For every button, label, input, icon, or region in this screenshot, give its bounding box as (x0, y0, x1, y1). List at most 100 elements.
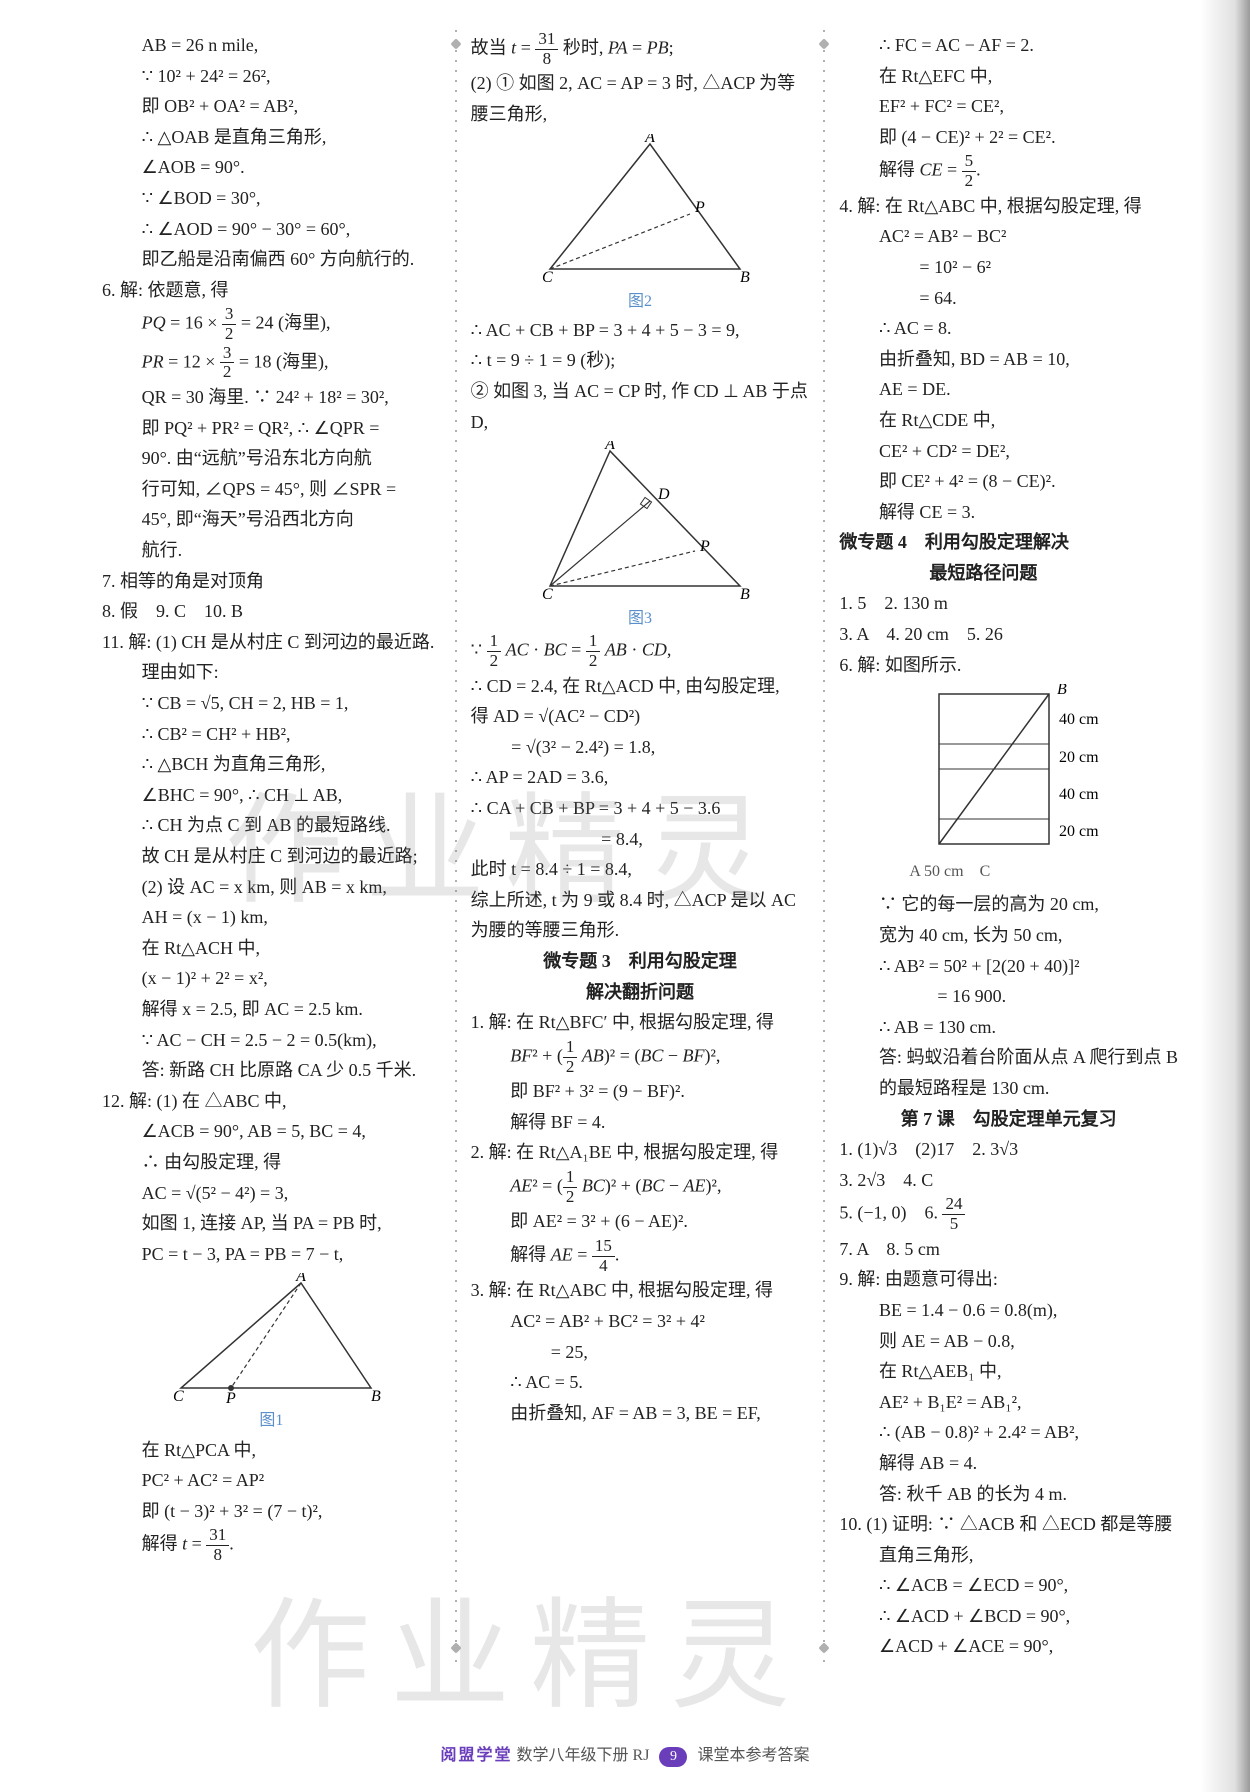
svg-text:20 cm: 20 cm (1059, 749, 1099, 766)
c1-p6-head: 6. 解: 依题意, 得 (102, 275, 441, 306)
k7-a2: 5. (−1, 0) 6. 245 (839, 1195, 1178, 1233)
c1-p12-head: 12. 解: (1) 在 △ABC 中, (102, 1086, 441, 1117)
wz3-p1-1: 即 BF² + 3² = (9 − BF)². (471, 1076, 810, 1107)
wz4-p6-1: 宽为 40 cm, 长为 50 cm, (839, 920, 1178, 951)
k7-title: 第 7 课 勾股定理单元复习 (839, 1104, 1178, 1135)
c1-p11-11: ∵ AC − CH = 2.5 − 2 = 0.5(km), (102, 1025, 441, 1056)
k7-p9-head: 9. 解: 由题意可得出: (839, 1264, 1178, 1295)
svg-text:C: C (173, 1388, 184, 1403)
c3-t4: 解得 CE = 52. (839, 152, 1178, 190)
c2-p2-3-8: 综上所述, t 为 9 或 8.4 时, △ACP 是以 AC 为腰的等腰三角形… (471, 885, 810, 946)
c1-p12b-1: PC² + AC² = AP² (102, 1465, 441, 1496)
c1-p12-4: PC = t − 3, PA = PB = 7 − t, (102, 1239, 441, 1270)
c1-p12-1: ∴ 由勾股定理, 得 (102, 1147, 441, 1178)
c1-p12b-0: 在 Rt△PCA 中, (102, 1435, 441, 1466)
wz3-p1-2: 解得 BF = 4. (471, 1107, 810, 1138)
c3-p4-0: AC² = AB² − BC² (839, 221, 1178, 252)
wz4-ans: 1. 5 2. 130 m (839, 588, 1178, 619)
svg-text:B: B (371, 1388, 381, 1403)
c1-p6-3: 即 PQ² + PR² = QR², ∴ ∠QPR = (102, 413, 441, 444)
c3-p4-2: = 64. (839, 283, 1178, 314)
c1-p7: 7. 相等的角是对顶角 (102, 566, 441, 597)
c1-p6-2: QR = 30 海里. ∵ 24² + 18² = 30², (102, 382, 441, 413)
c1-l0: AB = 26 n mile, (102, 30, 441, 61)
column-2: 故当 t = 318 秒时, PA = PB; (2) ① 如图 2, AC =… (459, 30, 822, 1662)
wz3-p3-0: AC² = AB² + BC² = 3² + 4² (471, 1306, 810, 1337)
c1-p11-0: ∵ CB = √5, CH = 2, HB = 1, (102, 688, 441, 719)
c1-p11-10: 解得 x = 2.5, 即 AC = 2.5 km. (102, 994, 441, 1025)
wz3-p1-0: BF² + (12 AB)² = (BC − BF)², (471, 1038, 810, 1076)
c1-p6-0: PQ = 16 × 32 = 24 (海里), (102, 305, 441, 343)
c1-p6-6: 45°, 即“海天”号沿西北方向 (102, 504, 441, 535)
c1-p6-7: 航行. (102, 535, 441, 566)
footer-brand: 阅盟学堂 (441, 1747, 513, 1764)
c1-p11-head: 11. 解: (1) CH 是从村庄 C 到河边的最近路. 理由如下: (102, 627, 441, 688)
svg-text:P: P (699, 538, 710, 555)
c2-p2-2-2: ② 如图 3, 当 AC = CP 时, 作 CD ⊥ AB 于点 D, (471, 376, 810, 437)
column-1: AB = 26 n mile, ∵ 10² + 24² = 26², 即 OB²… (90, 30, 453, 1662)
c1-p12-2: AC = √(5² − 4²) = 3, (102, 1178, 441, 1209)
k7-p9-3: AE² + B₁E² = AB₁², (839, 1387, 1178, 1418)
c2-p2-3-0: ∵ 12 AC · BC = 12 AB · CD, (471, 632, 810, 670)
c3-t2: EF² + FC² = CE², (839, 91, 1178, 122)
wz3-p1-head: 1. 解: 在 Rt△BFC′ 中, 根据勾股定理, 得 (471, 1007, 810, 1038)
fig1-label: 图1 (102, 1407, 441, 1434)
c1-l6: ∴ ∠AOD = 90° − 30° = 60°, (102, 214, 441, 245)
c1-p6-5: 行可知, ∠QPS = 45°, 则 ∠SPR = (102, 474, 441, 505)
svg-text:B: B (740, 586, 750, 601)
c3-p4-3: ∴ AC = 8. (839, 313, 1178, 344)
k7-p10-head: 10. (1) 证明: ∵ △ACB 和 △ECD 都是等腰直角三角形, (839, 1509, 1178, 1570)
page-footer: 阅盟学堂 数学八年级下册 RJ 9 课堂本参考答案 (0, 1741, 1250, 1767)
svg-text:C: C (542, 586, 553, 601)
fig2-label: 图2 (471, 288, 810, 315)
wz4-p6-3: = 16 900. (839, 981, 1178, 1012)
c2-p2-3-6: = 8.4, (471, 824, 810, 855)
wz3-p3-3: 由折叠知, AF = AB = 3, BE = EF, (471, 1398, 810, 1429)
svg-text:20 cm: 20 cm (1059, 823, 1099, 840)
c3-p4-9: 解得 CE = 3. (839, 497, 1178, 528)
k7-a1: 3. 2√3 4. C (839, 1165, 1178, 1196)
c3-p4-8: 即 CE² + 4² = (8 − CE)². (839, 466, 1178, 497)
c2-p2-3-5: ∴ CA + CB + BP = 3 + 4 + 5 − 3.6 (471, 793, 810, 824)
c3-p4-6: 在 Rt△CDE 中, (839, 405, 1178, 436)
svg-text:P: P (694, 199, 705, 216)
wz3-p2-0: AE² = (12 BC)² + (BC − AE)², (471, 1168, 810, 1206)
svg-text:A: A (604, 441, 615, 453)
footer-right: 课堂本参考答案 (697, 1747, 809, 1764)
wz4-title-2: 最短路径问题 (839, 558, 1178, 589)
wz4-p6-0: ∵ 它的每一层的高为 20 cm, (839, 889, 1178, 920)
wz3-p3-2: ∴ AC = 5. (471, 1367, 810, 1398)
k7-a0: 1. (1)√3 (2)17 2. 3√3 (839, 1134, 1178, 1165)
c3-p4-4: 由折叠知, BD = AB = 10, (839, 344, 1178, 375)
k7-p9-6: 答: 秋千 AB 的长为 4 m. (839, 1479, 1178, 1510)
k7-p10-0: ∴ ∠ACB = ∠ECD = 90°, (839, 1570, 1178, 1601)
c3-t1: 在 Rt△EFC 中, (839, 61, 1178, 92)
c1-l4: ∠AOB = 90°. (102, 152, 441, 183)
c1-l7: 即乙船是沿南偏西 60° 方向航行的. (102, 244, 441, 275)
c1-p12-0: ∠ACB = 90°, AB = 5, BC = 4, (102, 1116, 441, 1147)
wz3-p3-1: = 25, (471, 1337, 810, 1368)
c2-p2-3-4: ∴ AP = 2AD = 3.6, (471, 762, 810, 793)
c1-p11-1: ∴ CB² = CH² + HB², (102, 719, 441, 750)
c1-p11-9: (x − 1)² + 2² = x², (102, 963, 441, 994)
svg-text:A: A (644, 134, 655, 146)
wz3-p2-2: 解得 AE = 154. (471, 1237, 810, 1275)
k7-p9-5: 解得 AB = 4. (839, 1448, 1178, 1479)
figure-3: A C D P B (530, 441, 750, 601)
svg-text:D: D (657, 486, 670, 503)
c2-p2-3-1: ∴ CD = 2.4, 在 Rt△ACD 中, 由勾股定理, (471, 671, 810, 702)
c1-p11-3: ∠BHC = 90°, ∴ CH ⊥ AB, (102, 780, 441, 811)
c1-l5: ∵ ∠BOD = 30°, (102, 183, 441, 214)
wz4-p6-4: ∴ AB = 130 cm. (839, 1012, 1178, 1043)
c3-p4-5: AE = DE. (839, 374, 1178, 405)
wz4-p6-5: 答: 蚂蚁沿着台阶面从点 A 爬行到点 B 的最短路程是 130 cm. (839, 1042, 1178, 1103)
k7-p10-1: ∴ ∠ACD + ∠BCD = 90°, (839, 1601, 1178, 1632)
c1-p6-1: PR = 12 × 32 = 18 (海里), (102, 344, 441, 382)
c1-p6-4: 90°. 由“远航”号沿东北方向航 (102, 443, 441, 474)
figure-2: A C P B (530, 134, 750, 284)
page-content: AB = 26 n mile, ∵ 10² + 24² = 26², 即 OB²… (0, 0, 1250, 1672)
c1-p11-12: 答: 新路 CH 比原路 CA 少 0.5 千米. (102, 1055, 441, 1086)
c2-p2-3-2: 得 AD = √(AC² − CD²) (471, 701, 810, 732)
c1-p11-4: ∴ CH 为点 C 到 AB 的最短路线. (102, 810, 441, 841)
c3-p4-head: 4. 解: 在 Rt△ABC 中, 根据勾股定理, 得 (839, 191, 1178, 222)
